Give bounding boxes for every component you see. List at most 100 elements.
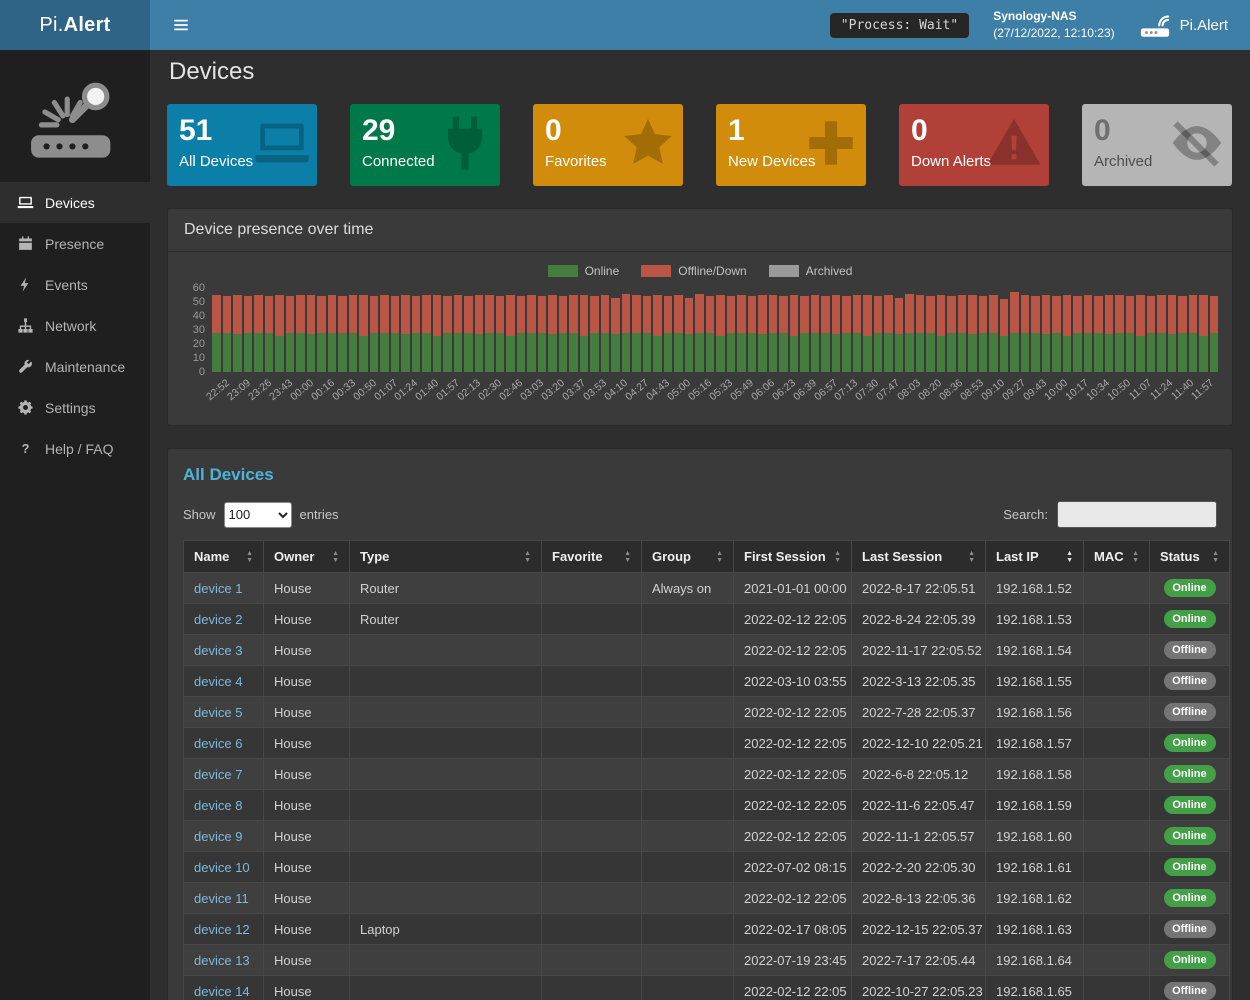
infobox-label: All Devices — [179, 152, 254, 170]
stacked-bar — [884, 295, 893, 372]
infobox-archived[interactable]: 0 Archived — [1082, 104, 1232, 186]
column-header-type[interactable]: Type ▲ ▼ — [349, 540, 542, 573]
sidebar-item-help-faq[interactable]: ? Help / FAQ — [0, 428, 150, 469]
stacked-bar — [296, 295, 305, 372]
sidebar-item-events[interactable]: Events — [0, 264, 150, 305]
sidebar-item-network[interactable]: Network — [0, 305, 150, 346]
column-header-mac[interactable]: MAC ▲ ▼ — [1083, 540, 1150, 573]
device-link[interactable]: device 6 — [194, 735, 243, 751]
app-logo[interactable]: Pi.Alert — [0, 0, 150, 50]
legend-archived[interactable]: Archived — [768, 264, 852, 278]
y-tick-label: 60 — [192, 282, 205, 294]
cell-type — [349, 634, 542, 666]
cell-last-ip: 192.168.1.65 — [985, 975, 1084, 1000]
search-label: Search: — [1003, 507, 1048, 522]
infobox-all-devices[interactable]: 51 All Devices — [167, 104, 317, 186]
device-link[interactable]: device 12 — [194, 921, 250, 937]
table-row: device 7 House 2022-02-12 22:05 2022-6-8 22… — [183, 758, 1230, 790]
bolt-icon — [17, 276, 34, 293]
device-link[interactable]: device 4 — [194, 673, 243, 689]
y-tick-label: 20 — [192, 338, 205, 350]
table-row: device 1 House Router Always on 2021-01-01 0… — [183, 572, 1230, 604]
cell-status: Offline — [1149, 696, 1230, 728]
stacked-bar — [1020, 295, 1029, 372]
device-link[interactable]: device 11 — [194, 890, 249, 906]
table-row: device 6 House 2022-02-12 22:05 2022-12-10 … — [183, 727, 1230, 759]
pialert-logo — [0, 50, 150, 182]
infobox-down-alerts[interactable]: 0 Down Alerts — [899, 104, 1049, 186]
legend-offline-down[interactable]: Offline/Down — [641, 264, 747, 278]
device-link[interactable]: device 14 — [194, 983, 250, 999]
cell-status: Online — [1149, 572, 1230, 604]
navbar-brand[interactable]: Pi.Alert — [1139, 13, 1228, 38]
infobox-connected[interactable]: 29 Connected — [350, 104, 500, 186]
table-row: device 13 House 2022-07-19 23:45 2022-7-17 … — [183, 944, 1230, 976]
column-header-favorite[interactable]: Favorite ▲ ▼ — [541, 540, 642, 573]
device-link[interactable]: device 7 — [194, 766, 243, 782]
status-badge: Online — [1163, 765, 1216, 783]
device-link[interactable]: device 2 — [194, 611, 243, 627]
cell-status: Offline — [1149, 665, 1230, 697]
device-link[interactable]: device 3 — [194, 642, 243, 658]
column-label: First Session — [744, 549, 826, 564]
question-icon: ? — [17, 440, 34, 457]
cell-type: Router — [349, 603, 542, 635]
stacked-bar — [947, 296, 956, 372]
cell-favorite — [541, 975, 642, 1000]
cell-favorite — [541, 727, 642, 759]
stacked-bar — [464, 296, 473, 372]
column-header-status[interactable]: Status ▲ ▼ — [1149, 540, 1230, 573]
column-label: Last Session — [862, 549, 943, 564]
column-header-last-session[interactable]: Last Session ▲ ▼ — [851, 540, 986, 573]
cell-type — [349, 758, 542, 790]
column-header-last-ip[interactable]: Last IP ▲ ▼ — [985, 540, 1084, 573]
cell-favorite — [541, 758, 642, 790]
column-label: Status — [1160, 549, 1200, 564]
device-link[interactable]: device 5 — [194, 704, 243, 720]
cell-name: device 8 — [183, 789, 264, 821]
column-header-first-session[interactable]: First Session ▲ ▼ — [733, 540, 852, 573]
search-input[interactable] — [1057, 501, 1217, 528]
device-link[interactable]: device 8 — [194, 797, 243, 813]
device-link[interactable]: device 10 — [194, 859, 250, 875]
sidebar-item-settings[interactable]: Settings — [0, 387, 150, 428]
legend-swatch — [547, 265, 578, 277]
stacked-bar — [233, 295, 242, 372]
cell-first-session: 2021-01-01 00:00 — [733, 572, 852, 604]
infobox-label: Connected — [362, 152, 435, 170]
table-body: device 1 House Router Always on 2021-01-01 0… — [183, 572, 1230, 1000]
cell-first-session: 2022-02-12 22:05 — [733, 634, 852, 666]
legend-online[interactable]: Online — [547, 264, 619, 278]
column-header-name[interactable]: Name ▲ ▼ — [183, 540, 264, 573]
infobox-favorites[interactable]: 0 Favorites — [533, 104, 683, 186]
cell-favorite — [541, 944, 642, 976]
device-link[interactable]: device 9 — [194, 828, 243, 844]
sidebar-item-maintenance[interactable]: Maintenance — [0, 346, 150, 387]
cell-mac — [1083, 665, 1150, 697]
cell-last-ip: 192.168.1.52 — [985, 572, 1084, 604]
wrench-icon — [17, 358, 34, 375]
device-link[interactable]: device 1 — [194, 580, 243, 596]
cell-last-session: 2022-2-20 22:05.30 — [851, 851, 986, 883]
device-link[interactable]: device 13 — [194, 952, 250, 968]
stacked-bar — [1062, 295, 1071, 372]
cell-status: Offline — [1149, 975, 1230, 1000]
cell-type — [349, 820, 542, 852]
cell-group — [641, 634, 734, 666]
stacked-bar — [621, 293, 630, 372]
entries-select[interactable]: 100 — [223, 501, 292, 528]
stacked-bar — [537, 296, 546, 372]
y-tick-label: 30 — [192, 324, 205, 336]
show-label: Show — [183, 507, 216, 522]
cell-name: device 7 — [183, 758, 264, 790]
sidebar-item-devices[interactable]: Devices — [0, 182, 150, 223]
cell-last-ip: 192.168.1.61 — [985, 851, 1084, 883]
column-header-group[interactable]: Group ▲ ▼ — [641, 540, 734, 573]
infobox-new-devices[interactable]: 1 New Devices — [716, 104, 866, 186]
stacked-bar — [474, 295, 483, 372]
column-header-owner[interactable]: Owner ▲ ▼ — [263, 540, 350, 573]
sidebar-item-label: Devices — [45, 194, 95, 211]
sidebar-toggle-button[interactable] — [171, 15, 193, 35]
sidebar-item-presence[interactable]: Presence — [0, 223, 150, 264]
router-icon — [1139, 13, 1171, 38]
